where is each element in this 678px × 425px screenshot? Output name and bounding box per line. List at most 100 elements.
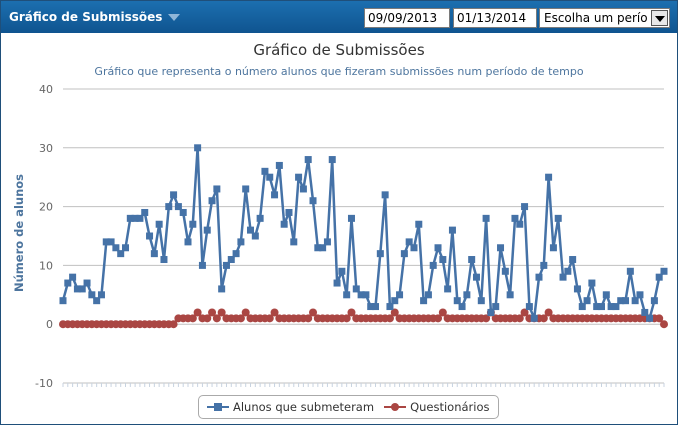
data-point-alunos[interactable]	[295, 173, 303, 181]
data-point-alunos[interactable]	[487, 308, 495, 316]
data-point-alunos[interactable]	[646, 314, 654, 322]
data-point-alunos[interactable]	[343, 291, 351, 299]
data-point-alunos[interactable]	[660, 267, 668, 275]
data-point-alunos[interactable]	[453, 297, 461, 305]
data-point-alunos[interactable]	[174, 203, 182, 211]
data-point-alunos[interactable]	[530, 314, 538, 322]
data-point-alunos[interactable]	[237, 238, 245, 246]
data-point-alunos[interactable]	[319, 244, 327, 252]
data-point-alunos[interactable]	[448, 226, 456, 234]
data-point-alunos[interactable]	[400, 250, 408, 258]
data-point-alunos[interactable]	[497, 244, 505, 252]
data-point-alunos[interactable]	[280, 220, 288, 228]
data-point-alunos[interactable]	[314, 244, 322, 252]
legend-item-questionarios[interactable]: Questionários	[384, 400, 490, 414]
data-point-alunos[interactable]	[150, 250, 158, 258]
data-point-alunos[interactable]	[622, 297, 630, 305]
data-point-alunos[interactable]	[347, 214, 355, 222]
data-point-alunos[interactable]	[213, 185, 221, 193]
data-point-alunos[interactable]	[444, 285, 452, 293]
data-point-alunos[interactable]	[593, 303, 601, 311]
data-point-questionarios[interactable]	[193, 308, 202, 317]
data-point-alunos[interactable]	[122, 244, 130, 252]
data-point-alunos[interactable]	[434, 244, 442, 252]
data-point-questionarios[interactable]	[539, 314, 548, 323]
data-point-alunos[interactable]	[650, 297, 658, 305]
data-point-alunos[interactable]	[472, 273, 480, 281]
data-point-alunos[interactable]	[304, 156, 312, 164]
data-point-alunos[interactable]	[97, 291, 105, 299]
data-point-alunos[interactable]	[429, 261, 437, 269]
panel-title-dropdown[interactable]: Gráfico de Submissões	[9, 10, 181, 24]
data-point-alunos[interactable]	[525, 303, 533, 311]
data-point-alunos[interactable]	[612, 303, 620, 311]
data-point-alunos[interactable]	[439, 256, 447, 264]
data-point-questionarios[interactable]	[520, 308, 529, 317]
data-point-alunos[interactable]	[357, 291, 365, 299]
data-point-alunos[interactable]	[155, 220, 163, 228]
data-point-alunos[interactable]	[73, 285, 81, 293]
data-point-alunos[interactable]	[405, 238, 413, 246]
data-point-alunos[interactable]	[222, 261, 230, 269]
data-point-alunos[interactable]	[641, 308, 649, 316]
data-point-questionarios[interactable]	[390, 308, 399, 317]
data-point-questionarios[interactable]	[265, 314, 274, 323]
data-point-alunos[interactable]	[179, 208, 187, 216]
data-point-alunos[interactable]	[607, 303, 615, 311]
data-point-alunos[interactable]	[69, 273, 77, 281]
data-point-alunos[interactable]	[203, 226, 211, 234]
data-point-alunos[interactable]	[458, 303, 466, 311]
data-point-alunos[interactable]	[227, 256, 235, 264]
data-point-alunos[interactable]	[309, 197, 317, 205]
data-point-alunos[interactable]	[160, 256, 168, 264]
data-point-alunos[interactable]	[126, 214, 134, 222]
data-point-alunos[interactable]	[545, 173, 553, 181]
data-point-alunos[interactable]	[112, 244, 120, 252]
data-point-alunos[interactable]	[290, 238, 298, 246]
data-point-questionarios[interactable]	[241, 308, 250, 317]
data-point-alunos[interactable]	[631, 297, 639, 305]
data-point-alunos[interactable]	[261, 167, 269, 175]
data-point-alunos[interactable]	[338, 267, 346, 275]
data-point-alunos[interactable]	[468, 256, 476, 264]
data-point-alunos[interactable]	[102, 238, 110, 246]
data-point-alunos[interactable]	[323, 238, 331, 246]
data-point-questionarios[interactable]	[169, 320, 178, 329]
end-date-input[interactable]: 01/13/2014	[453, 8, 537, 28]
data-point-alunos[interactable]	[564, 267, 572, 275]
data-point-alunos[interactable]	[271, 191, 279, 199]
data-point-questionarios[interactable]	[270, 308, 279, 317]
data-point-alunos[interactable]	[184, 238, 192, 246]
data-point-alunos[interactable]	[396, 291, 404, 299]
data-point-alunos[interactable]	[64, 279, 72, 287]
data-point-questionarios[interactable]	[438, 308, 447, 317]
data-point-questionarios[interactable]	[208, 308, 217, 317]
data-point-alunos[interactable]	[410, 244, 418, 252]
data-point-questionarios[interactable]	[434, 314, 443, 323]
data-point-alunos[interactable]	[367, 303, 375, 311]
data-point-alunos[interactable]	[516, 220, 524, 228]
data-point-alunos[interactable]	[420, 297, 428, 305]
data-point-alunos[interactable]	[482, 214, 490, 222]
data-point-alunos[interactable]	[208, 197, 216, 205]
data-point-alunos[interactable]	[352, 285, 360, 293]
data-point-alunos[interactable]	[117, 250, 125, 258]
data-point-alunos[interactable]	[540, 261, 548, 269]
data-point-alunos[interactable]	[136, 214, 144, 222]
data-point-alunos[interactable]	[626, 267, 634, 275]
data-point-alunos[interactable]	[328, 156, 336, 164]
data-point-alunos[interactable]	[381, 191, 389, 199]
data-point-alunos[interactable]	[146, 232, 154, 240]
data-point-alunos[interactable]	[597, 303, 605, 311]
data-point-alunos[interactable]	[588, 279, 596, 287]
data-point-alunos[interactable]	[569, 256, 577, 264]
data-point-alunos[interactable]	[333, 279, 341, 287]
data-point-alunos[interactable]	[198, 261, 206, 269]
data-point-alunos[interactable]	[131, 214, 139, 222]
data-point-alunos[interactable]	[573, 285, 581, 293]
data-point-alunos[interactable]	[376, 250, 384, 258]
data-point-questionarios[interactable]	[212, 314, 221, 323]
data-point-alunos[interactable]	[275, 161, 283, 169]
data-point-alunos[interactable]	[93, 297, 101, 305]
data-point-questionarios[interactable]	[482, 314, 491, 323]
